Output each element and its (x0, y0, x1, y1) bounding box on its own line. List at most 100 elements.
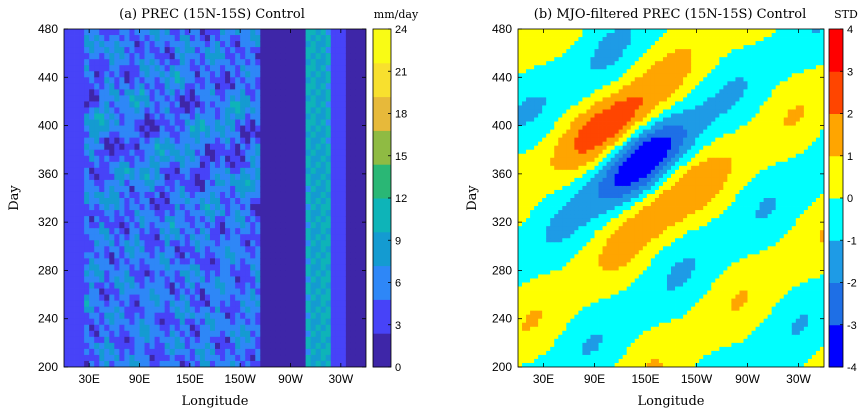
panel-b-field-cell (550, 45, 554, 49)
panel-b-field-cell (526, 274, 530, 278)
panel-a-field-cell (114, 246, 119, 252)
panel-a-field-cell (225, 198, 230, 204)
panel-b-field-cell (566, 222, 570, 226)
panel-a-field-cell (225, 53, 230, 59)
panel-b-field-cell (534, 114, 538, 118)
panel-b-field-cell (558, 142, 562, 146)
panel-b-field-cell (582, 194, 586, 198)
panel-a-field-cell (180, 71, 185, 77)
panel-b-field-cell (558, 355, 562, 359)
panel-a-field-cell (145, 101, 150, 107)
panel-b-field-cell (570, 142, 574, 146)
panel-a-field-cell (165, 71, 170, 77)
panel-a-field-cell (104, 240, 109, 246)
panel-a-field-cell (220, 126, 225, 132)
panel-a-field-cell (69, 101, 74, 107)
panel-a-field-cell (134, 168, 139, 174)
panel-a-field-cell (341, 107, 346, 113)
panel-b-field-cell (578, 150, 582, 154)
panel-a-field-cell (150, 126, 155, 132)
panel-a-field-cell (69, 246, 74, 252)
panel-a-field-cell (331, 77, 336, 83)
panel-a-field-cell (316, 204, 321, 210)
panel-a-field-cell (79, 355, 84, 361)
panel-a-field-cell (119, 289, 124, 295)
panel-a-field-cell (205, 138, 210, 144)
panel-a-field-cell (260, 349, 265, 355)
panel-a-field-cell (155, 186, 160, 192)
panel-a-field-cell (225, 283, 230, 289)
panel-b-field-cell (562, 254, 566, 258)
panel-a-y-tick-label: 320 (38, 215, 58, 229)
panel-b-field-cell (526, 307, 530, 311)
panel-a-field-cell (84, 289, 89, 295)
panel-b-field-cell (534, 162, 538, 166)
panel-a-field-cell (356, 35, 361, 41)
panel-b-field-cell (562, 118, 566, 122)
panel-a-field-cell (155, 41, 160, 47)
panel-a-field-cell (326, 264, 331, 270)
panel-a-field-cell (84, 107, 89, 113)
panel-b-field-cell (518, 246, 522, 250)
panel-a-field-cell (250, 283, 255, 289)
panel-a-field-cell (235, 120, 240, 126)
panel-a-field-cell (270, 337, 275, 343)
panel-a-field-cell (265, 349, 270, 355)
panel-a-field-cell (195, 301, 200, 307)
panel-b-field-cell (542, 315, 546, 319)
panel-a-field-cell (285, 234, 290, 240)
panel-a-field-cell (89, 126, 94, 132)
panel-a-field-cell (109, 325, 114, 331)
panel-b-field-cell (578, 138, 582, 142)
panel-a-field-cell (119, 59, 124, 65)
panel-b-field-cell (570, 234, 574, 238)
panel-b-field-cell (558, 303, 562, 307)
panel-a-field-cell (200, 89, 205, 95)
panel-a-field-cell (361, 59, 366, 65)
panel-a-field-cell (210, 174, 215, 180)
panel-a-colorbar-tick-label: 24 (395, 24, 407, 36)
panel-a-field-cell (225, 301, 230, 307)
panel-a-field-cell (225, 222, 230, 228)
panel-a-field-cell (291, 107, 296, 113)
panel-a-field-cell (361, 41, 366, 47)
panel-a-field-cell (104, 168, 109, 174)
panel-a-field-cell (346, 270, 351, 276)
panel-a-field-cell (195, 216, 200, 222)
panel-a-field-cell (291, 132, 296, 138)
panel-a-field-cell (250, 65, 255, 71)
panel-b-field-cell (578, 89, 582, 93)
panel-a-field-cell (341, 114, 346, 120)
panel-a-field-cell (311, 192, 316, 198)
panel-a-field-cell (155, 289, 160, 295)
panel-a-field-cell (205, 71, 210, 77)
panel-a-field-cell (285, 126, 290, 132)
panel-b-field-cell (590, 89, 594, 93)
panel-a-field-cell (331, 186, 336, 192)
panel-a-field-cell (109, 71, 114, 77)
panel-b-field-cell (562, 57, 566, 61)
panel-b-field-cell (562, 283, 566, 287)
panel-a-field-cell (250, 95, 255, 101)
panel-a-field-cell (346, 144, 351, 150)
panel-a-field-cell (134, 270, 139, 276)
panel-b-field-cell (566, 343, 570, 347)
panel-a-field-cell (99, 192, 104, 198)
panel-b-field-cell (574, 315, 578, 319)
panel-a-field-cell (185, 246, 190, 252)
panel-a-field-cell (140, 65, 145, 71)
panel-a-field-cell (155, 47, 160, 53)
panel-a-field-cell (240, 258, 245, 264)
panel-b-field-cell (522, 134, 526, 138)
panel-a-x-tick-label: 150E (176, 372, 204, 386)
panel-a-field-cell (155, 192, 160, 198)
panel-b-field-cell (554, 359, 558, 363)
panel-b-field-cell (582, 254, 586, 258)
panel-a-field-cell (114, 95, 119, 101)
panel-b-field-cell (578, 61, 582, 65)
panel-b-field-cell (542, 262, 546, 266)
panel-a-field-cell (351, 132, 356, 138)
panel-b-field-cell (566, 274, 570, 278)
panel-a-field-cell (361, 120, 366, 126)
